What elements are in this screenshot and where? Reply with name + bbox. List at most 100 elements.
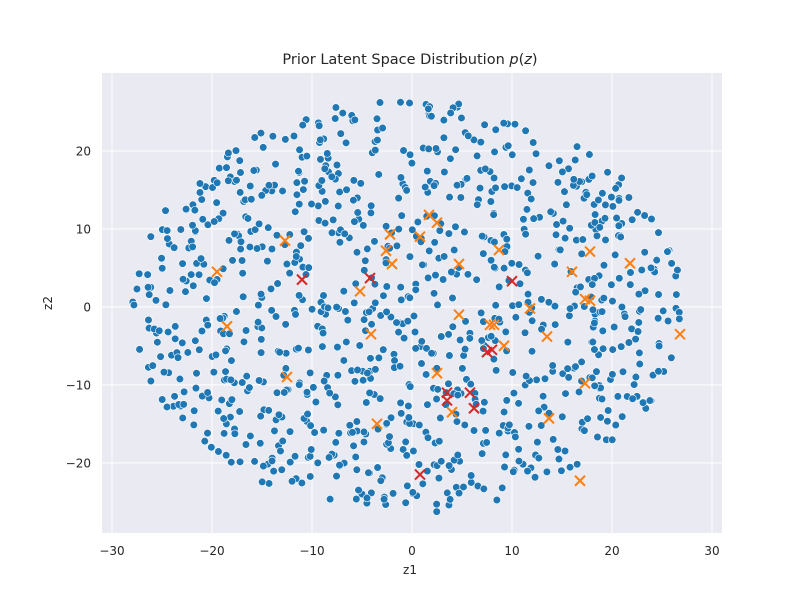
data-point [429, 181, 439, 190]
data-point [411, 344, 420, 353]
data-point [360, 266, 369, 275]
data-point [341, 307, 350, 316]
data-point [318, 328, 328, 338]
data-point [334, 201, 343, 211]
data-point [511, 432, 520, 441]
data-point [306, 472, 315, 481]
data-point [562, 200, 571, 209]
data-point [373, 463, 382, 472]
data-point [608, 345, 617, 354]
blue-point-series [128, 98, 684, 516]
data-point [472, 275, 481, 284]
data-point [528, 316, 537, 325]
data-point [281, 135, 290, 144]
data-point [325, 388, 334, 398]
data-point [655, 341, 664, 351]
data-point [164, 327, 173, 337]
data-point [378, 123, 387, 133]
data-point [630, 380, 639, 389]
data-point [379, 291, 388, 300]
data-point [144, 315, 153, 325]
data-point [382, 419, 391, 428]
data-point [594, 195, 603, 205]
data-point [550, 259, 559, 269]
data-point [574, 387, 584, 397]
data-point [480, 120, 489, 129]
data-point [514, 300, 523, 309]
data-point [489, 173, 499, 183]
data-point [561, 389, 570, 398]
data-point [294, 167, 303, 176]
data-point [633, 327, 643, 336]
data-point [257, 335, 266, 344]
data-point [411, 285, 420, 294]
data-point [353, 208, 362, 217]
data-point [593, 432, 602, 442]
data-point [298, 120, 307, 130]
data-point [463, 270, 473, 279]
data-point [158, 395, 167, 404]
data-point [558, 167, 567, 176]
data-point [514, 456, 524, 466]
data-point [277, 465, 286, 474]
x-tick-label: −30 [99, 544, 124, 558]
data-point [409, 311, 419, 321]
data-point [560, 187, 569, 196]
data-point [556, 245, 565, 255]
data-point [316, 135, 325, 144]
data-point [365, 388, 374, 397]
data-point [508, 150, 517, 159]
orange-x-marker [498, 340, 510, 352]
data-point [340, 229, 349, 238]
data-point [638, 398, 648, 407]
data-point [608, 202, 617, 211]
data-point [396, 173, 406, 182]
data-point [424, 273, 433, 283]
data-point [640, 248, 649, 257]
data-point [173, 353, 183, 362]
data-point [195, 179, 205, 188]
data-point [588, 171, 597, 181]
data-point [239, 292, 248, 301]
data-point [363, 244, 372, 254]
data-point [460, 345, 470, 354]
data-point [472, 151, 482, 161]
data-point [469, 426, 479, 435]
data-point [402, 451, 411, 460]
data-point [292, 190, 302, 199]
data-point [591, 210, 600, 219]
data-point [306, 421, 315, 430]
data-point [314, 201, 323, 210]
data-point [635, 348, 644, 358]
data-point [537, 325, 546, 334]
data-point [361, 256, 370, 265]
data-point [631, 335, 640, 344]
data-point [652, 256, 661, 265]
data-point [582, 190, 591, 199]
data-point [514, 399, 523, 408]
data-point [624, 193, 633, 202]
orange-x-marker [541, 330, 553, 343]
data-point [272, 388, 282, 397]
data-point [219, 209, 228, 218]
orange-x-marker [380, 245, 392, 257]
data-point [509, 467, 518, 476]
data-point [427, 349, 436, 358]
data-point [210, 278, 219, 287]
data-point [571, 155, 580, 165]
data-point [480, 398, 489, 407]
data-point [178, 275, 188, 284]
data-point [292, 178, 301, 187]
data-point [511, 313, 520, 322]
data-point [246, 431, 255, 441]
data-point [394, 328, 403, 337]
y-tick-label: 0 [83, 300, 91, 314]
data-point [417, 337, 426, 346]
data-point [405, 293, 414, 302]
data-point [611, 420, 620, 430]
data-point [350, 377, 360, 386]
data-point [427, 112, 436, 121]
data-point [146, 376, 155, 386]
data-point [422, 344, 431, 353]
data-point [481, 164, 490, 173]
